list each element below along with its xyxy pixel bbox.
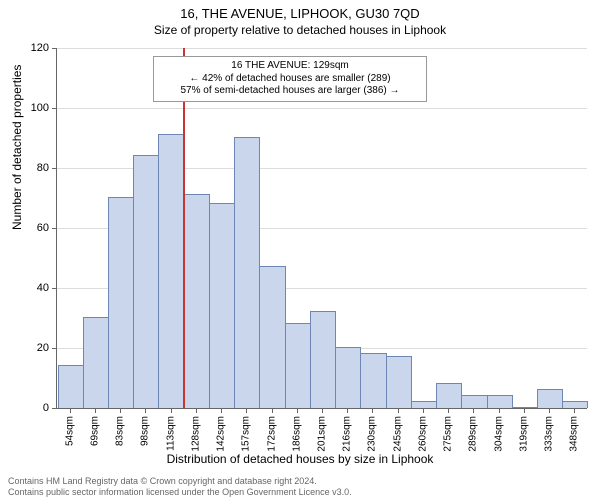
x-tick-mark xyxy=(196,408,197,413)
x-tick-label: 186sqm xyxy=(291,416,302,452)
property-marker-line xyxy=(183,48,185,408)
y-tick-mark xyxy=(52,108,57,109)
x-tick-mark xyxy=(297,408,298,413)
x-tick-mark xyxy=(524,408,525,413)
x-tick-label: 157sqm xyxy=(241,416,252,452)
chart-title-main: 16, THE AVENUE, LIPHOOK, GU30 7QD xyxy=(0,0,600,21)
x-tick-label: 304sqm xyxy=(493,416,504,452)
chart-container: 16, THE AVENUE, LIPHOOK, GU30 7QD Size o… xyxy=(0,0,600,500)
y-tick-label: 40 xyxy=(19,282,49,294)
y-tick-label: 120 xyxy=(19,42,49,54)
x-tick-mark xyxy=(70,408,71,413)
x-tick-mark xyxy=(372,408,373,413)
histogram-bar xyxy=(461,395,487,408)
chart-area: 02040608010012054sqm69sqm83sqm98sqm113sq… xyxy=(56,48,586,408)
histogram-bar xyxy=(209,203,235,408)
gridline xyxy=(57,108,587,109)
y-tick-mark xyxy=(52,408,57,409)
x-axis-label: Distribution of detached houses by size … xyxy=(0,452,600,466)
x-tick-mark xyxy=(95,408,96,413)
y-tick-label: 80 xyxy=(19,162,49,174)
x-tick-label: 333sqm xyxy=(544,416,555,452)
y-tick-label: 100 xyxy=(19,102,49,114)
y-tick-mark xyxy=(52,348,57,349)
x-tick-label: 172sqm xyxy=(266,416,277,452)
y-tick-label: 0 xyxy=(19,402,49,414)
y-tick-mark xyxy=(52,288,57,289)
x-tick-label: 142sqm xyxy=(216,416,227,452)
x-tick-mark xyxy=(171,408,172,413)
x-tick-label: 319sqm xyxy=(518,416,529,452)
x-tick-mark xyxy=(246,408,247,413)
footer-attribution: Contains HM Land Registry data © Crown c… xyxy=(8,476,352,498)
histogram-bar xyxy=(58,365,84,408)
y-tick-label: 60 xyxy=(19,222,49,234)
x-tick-label: 69sqm xyxy=(89,416,100,446)
x-tick-mark xyxy=(120,408,121,413)
x-tick-mark xyxy=(549,408,550,413)
histogram-bar xyxy=(234,137,260,408)
x-tick-mark xyxy=(398,408,399,413)
histogram-bar xyxy=(487,395,513,408)
x-tick-mark xyxy=(473,408,474,413)
x-tick-label: 275sqm xyxy=(443,416,454,452)
x-tick-label: 201sqm xyxy=(317,416,328,452)
x-tick-mark xyxy=(322,408,323,413)
y-axis-label: Number of detached properties xyxy=(10,65,24,230)
x-tick-label: 113sqm xyxy=(165,416,176,451)
annotation-line: 57% of semi-detached houses are larger (… xyxy=(160,85,420,98)
annotation-box: 16 THE AVENUE: 129sqm← 42% of detached h… xyxy=(153,56,427,102)
x-tick-label: 98sqm xyxy=(140,416,151,446)
x-tick-label: 289sqm xyxy=(468,416,479,452)
x-tick-mark xyxy=(499,408,500,413)
histogram-bar xyxy=(436,383,462,408)
histogram-bar xyxy=(184,194,210,408)
x-tick-label: 54sqm xyxy=(64,416,75,446)
histogram-bar xyxy=(83,317,109,408)
x-tick-label: 245sqm xyxy=(392,416,403,452)
footer-line-2: Contains public sector information licen… xyxy=(8,487,352,498)
x-tick-label: 348sqm xyxy=(569,416,580,452)
y-tick-label: 20 xyxy=(19,342,49,354)
histogram-bar xyxy=(537,389,563,408)
annotation-line: ← 42% of detached houses are smaller (28… xyxy=(160,73,420,86)
gridline xyxy=(57,48,587,49)
histogram-bar xyxy=(562,401,588,408)
histogram-bar xyxy=(360,353,386,408)
x-tick-mark xyxy=(448,408,449,413)
x-tick-label: 83sqm xyxy=(115,416,126,446)
y-tick-mark xyxy=(52,48,57,49)
y-tick-mark xyxy=(52,228,57,229)
x-tick-label: 260sqm xyxy=(417,416,428,452)
x-tick-mark xyxy=(347,408,348,413)
histogram-bar xyxy=(512,407,538,408)
histogram-bar xyxy=(386,356,412,408)
histogram-bar xyxy=(310,311,336,408)
chart-title-sub: Size of property relative to detached ho… xyxy=(0,21,600,37)
x-tick-label: 230sqm xyxy=(367,416,378,452)
plot-area: 02040608010012054sqm69sqm83sqm98sqm113sq… xyxy=(56,48,587,409)
footer-line-1: Contains HM Land Registry data © Crown c… xyxy=(8,476,352,487)
x-tick-mark xyxy=(221,408,222,413)
histogram-bar xyxy=(335,347,361,408)
histogram-bar xyxy=(108,197,134,408)
x-tick-label: 128sqm xyxy=(190,416,201,452)
histogram-bar xyxy=(285,323,311,408)
x-tick-label: 216sqm xyxy=(342,416,353,452)
histogram-bar xyxy=(411,401,437,408)
annotation-line: 16 THE AVENUE: 129sqm xyxy=(160,60,420,73)
histogram-bar xyxy=(259,266,285,408)
x-tick-mark xyxy=(145,408,146,413)
x-tick-mark xyxy=(574,408,575,413)
histogram-bar xyxy=(158,134,184,408)
y-tick-mark xyxy=(52,168,57,169)
x-tick-mark xyxy=(272,408,273,413)
x-tick-mark xyxy=(423,408,424,413)
histogram-bar xyxy=(133,155,159,408)
